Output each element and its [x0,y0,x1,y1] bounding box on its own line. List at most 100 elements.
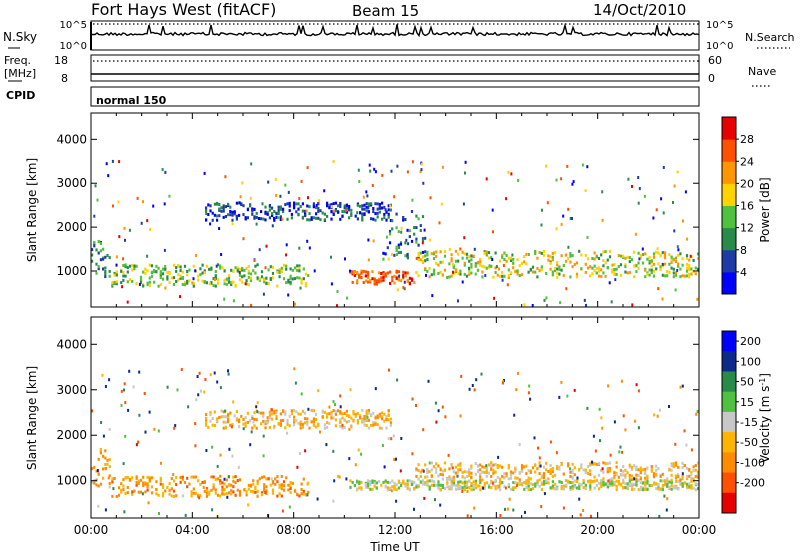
scatter-cell [382,480,385,484]
scatter-cell [328,421,331,425]
scatter-cell [97,265,100,269]
scatter-cell [393,274,396,278]
scatter-cell [236,266,239,270]
scatter-cell [99,482,102,486]
scatter-cell [650,271,653,275]
scatter-cell [545,479,548,483]
scatter-cell [656,414,659,418]
scatter-cell [620,379,623,383]
scatter-cell [243,268,246,272]
scatter-cell [527,481,530,485]
scatter-cell [108,465,111,469]
scatter-cell [659,254,662,258]
scatter-cell [282,484,286,488]
scatter-cell [230,492,233,496]
scatter-cell [276,494,279,498]
scatter-cell [334,418,337,422]
scatter-cell [475,378,478,382]
scatter-cell [635,477,638,481]
scatter-cell [661,483,664,487]
scatter-cell [336,304,338,308]
scatter-cell [216,281,220,285]
scatter-cell [551,486,554,490]
scatter-cell [430,474,433,478]
scatter-cell [615,479,618,483]
scatter-cell [569,275,572,279]
scatter-cell [601,467,604,471]
scatter-cell [417,243,420,247]
scatter-cell [330,203,333,207]
scatter-cell [230,283,233,287]
scatter-cell [286,420,289,424]
scatter-cell [265,276,268,280]
scatter-cell [213,371,216,375]
scatter-cell [291,268,294,272]
scatter-cell [238,493,242,497]
scatter-cell [496,465,499,469]
scatter-cell [166,277,169,281]
scatter-cell [94,184,97,188]
scatter-cell [198,496,201,500]
scatter-cell [672,258,675,262]
scatter-cell [300,392,303,396]
scatter-cell [597,266,601,270]
scatter-cell [668,262,671,266]
scatter-cell [482,486,485,490]
scatter-cell [264,210,267,214]
scatter-cell [295,410,298,414]
scatter-cell [247,483,250,487]
scatter-cell [573,485,576,489]
scatter-cell [258,277,261,281]
scatter-cell [247,269,250,273]
scatter-cell [494,486,497,490]
scatter-cell [674,442,677,446]
scatter-cell [244,282,247,286]
scatter-cell [466,485,469,489]
scatter-cell [479,263,482,267]
scatter-cell [450,259,453,263]
scatter-cell [448,485,451,489]
scatter-cell [534,463,537,467]
scatter-cell [494,463,497,466]
scatter-cell [306,493,309,497]
scatter-cell [251,417,254,420]
scatter-cell [411,198,414,202]
scatter-cell [481,465,484,469]
scatter-cell [358,275,361,279]
scatter-cell [274,177,277,181]
scatter-cell [260,493,264,497]
scatter-cell [452,263,455,267]
scatter-cell [673,229,676,233]
scatter-cell [358,273,361,277]
scatter-cell [274,482,277,486]
scatter-cell [479,481,482,484]
scatter-cell [466,484,469,488]
scatter-cell [622,480,625,484]
scatter-cell [220,409,223,413]
scatter-cell [160,461,162,465]
scatter-cell [102,454,105,458]
scatter-cell [633,264,636,268]
scatter-cell [104,266,107,270]
colorbar-segment [722,271,736,295]
scatter-cell [430,468,433,472]
scatter-cell [549,440,552,444]
scatter-cell [126,491,129,495]
scatter-cell [638,257,641,261]
scatter-cell [560,485,563,488]
scatter-cell [135,480,138,484]
scatter-cell [485,474,488,478]
scatter-cell [199,273,202,277]
scatter-cell [253,216,256,220]
scatter-cell [120,488,123,492]
scatter-cell [411,278,414,282]
scatter-cell [406,170,409,174]
scatter-cell [93,244,96,248]
scatter-cell [146,219,149,223]
scatter-cell [245,490,248,494]
scatter-cell [413,226,416,229]
scatter-cell [159,283,162,287]
scatter-cell [421,255,425,259]
scatter-cell [666,477,669,481]
scatter-cell [152,204,155,208]
